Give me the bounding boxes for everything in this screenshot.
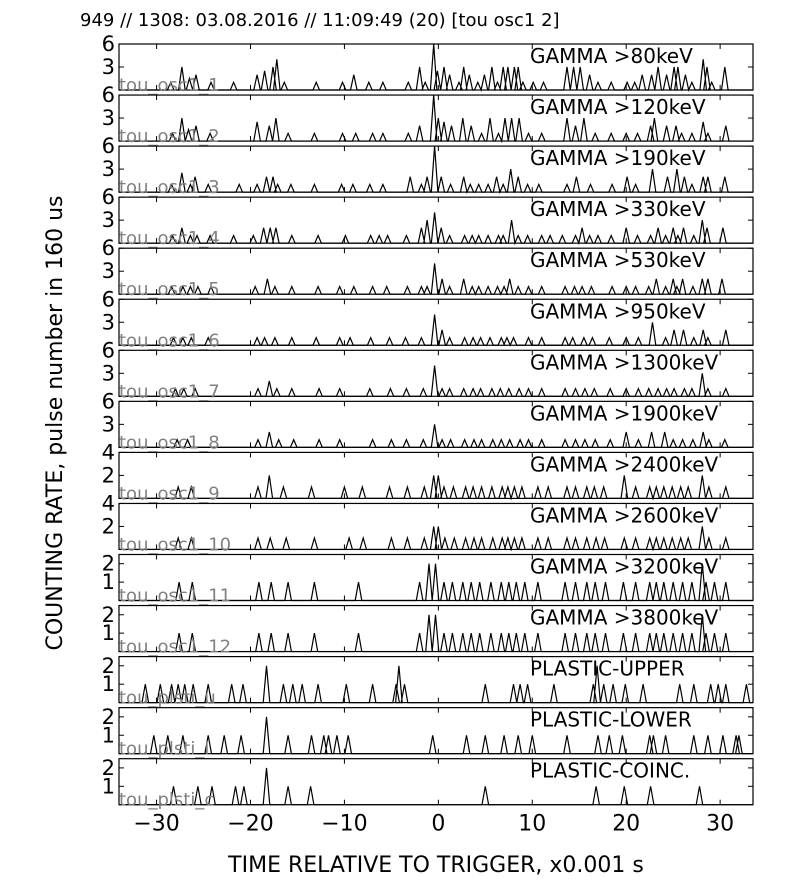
x-tick-label: 10 (518, 812, 546, 837)
panel-name: GAMMA >530keV (530, 248, 706, 272)
panel-name: GAMMA >2600keV (530, 503, 719, 527)
panel-name: PLASTIC-UPPER (530, 657, 685, 681)
y-tick-label: 6 (102, 287, 115, 311)
panel-tag: tou_osc1_5 (119, 279, 220, 300)
x-tick-label: −10 (321, 812, 367, 837)
x-tick-label: −20 (227, 812, 273, 837)
y-tick-label: 6 (102, 185, 115, 209)
panel-frame (118, 707, 754, 755)
panel-frame (118, 604, 754, 653)
y-tick-label: 3 (102, 55, 115, 79)
series-line (119, 146, 753, 195)
y-tick-label: 6 (102, 32, 115, 56)
y-tick-label: 2 (102, 603, 115, 627)
y-tick-label: 2 (102, 654, 115, 678)
y-tick-label: 3 (102, 412, 115, 436)
panel-name: GAMMA >2400keV (530, 452, 719, 476)
panel-tag: tou_osc1_7 (119, 381, 220, 402)
panel-tag: tou_osc1_3 (119, 177, 220, 198)
y-tick-label: 1 (102, 570, 115, 594)
panel-name: GAMMA >1300keV (530, 350, 719, 374)
y-tick-label: 2 (102, 514, 115, 538)
y-tick-label: 6 (102, 83, 115, 107)
panel-name: GAMMA >80keV (530, 44, 693, 68)
panel-frame (118, 553, 754, 602)
panel-tag: tou_osc1_8 (119, 432, 220, 453)
panel-frame (118, 758, 754, 806)
panel-tag: tou_osc1_4 (119, 228, 220, 249)
panel-name: GAMMA >3200keV (530, 555, 719, 579)
panel-tag: tou_osc1_9 (119, 483, 220, 504)
series-line (119, 424, 753, 448)
panel-tag: tou_osc1_12 (119, 637, 231, 658)
panel-frame (118, 655, 754, 704)
panel-tag: tou_plsti_l (119, 739, 209, 760)
x-tick-label: −30 (133, 812, 179, 837)
x-tick-label: 20 (612, 812, 640, 837)
y-tick-label: 3 (102, 310, 115, 334)
x-axis-label: TIME RELATIVE TO TRIGGER, x0.001 s (227, 853, 644, 878)
x-tick-label: 0 (431, 812, 445, 837)
series-line (119, 365, 753, 397)
panel-name: PLASTIC-LOWER (530, 708, 692, 732)
panel-name: GAMMA >1900keV (530, 401, 719, 425)
y-tick-label: 3 (102, 157, 115, 181)
panel-name: GAMMA >3800keV (530, 606, 719, 630)
y-tick-label: 3 (102, 259, 115, 283)
y-tick-label: 6 (102, 134, 115, 158)
y-tick-label: 6 (102, 389, 115, 413)
panel-tag: tou_osc1_2 (119, 126, 220, 147)
y-tick-label: 1 (102, 774, 115, 798)
x-tick-label: 30 (706, 812, 734, 837)
y-axis-label: COUNTING RATE, pulse number in 160 us (43, 195, 68, 650)
x-axis: −30 −20 −10 0 10 20 30 (133, 812, 734, 837)
y-tick-label: 1 (102, 672, 115, 696)
panel-tag: tou_osc1_6 (119, 330, 220, 351)
panel-name: PLASTIC-COINC. (530, 759, 690, 783)
y-tick-label: 2 (102, 463, 115, 487)
y-tick-label: 2 (102, 705, 115, 729)
y-tick-label: 4 (102, 440, 115, 464)
y-tick-label: 2 (102, 756, 115, 780)
y-tick-label: 3 (102, 106, 115, 130)
y-tick-label: 3 (102, 208, 115, 232)
panel-tag: tou_plsti_u (119, 688, 216, 709)
panel-tag: tou_plsti_c (119, 790, 214, 811)
panel-name: GAMMA >330keV (530, 197, 706, 221)
panel-name: GAMMA >120keV (530, 95, 706, 119)
series-line (119, 263, 753, 296)
panel-tag: tou_osc1_11 (119, 586, 231, 607)
panel-name: GAMMA >190keV (530, 146, 706, 170)
panel-tag: tou_osc1_1 (119, 75, 220, 96)
panel-name: GAMMA >950keV (530, 299, 706, 323)
y-tick-label: 1 (102, 723, 115, 747)
panel-tag: tou_osc1_10 (119, 534, 231, 555)
y-tick-label: 1 (102, 621, 115, 645)
y-tick-label: 2 (102, 552, 115, 576)
y-tick-label: 4 (102, 491, 115, 515)
y-tick-label: 3 (102, 361, 115, 385)
y-tick-label: 6 (102, 338, 115, 362)
chart-title: 949 // 1308: 03.08.2016 // 11:09:49 (20)… (80, 10, 560, 31)
y-tick-label: 6 (102, 236, 115, 260)
